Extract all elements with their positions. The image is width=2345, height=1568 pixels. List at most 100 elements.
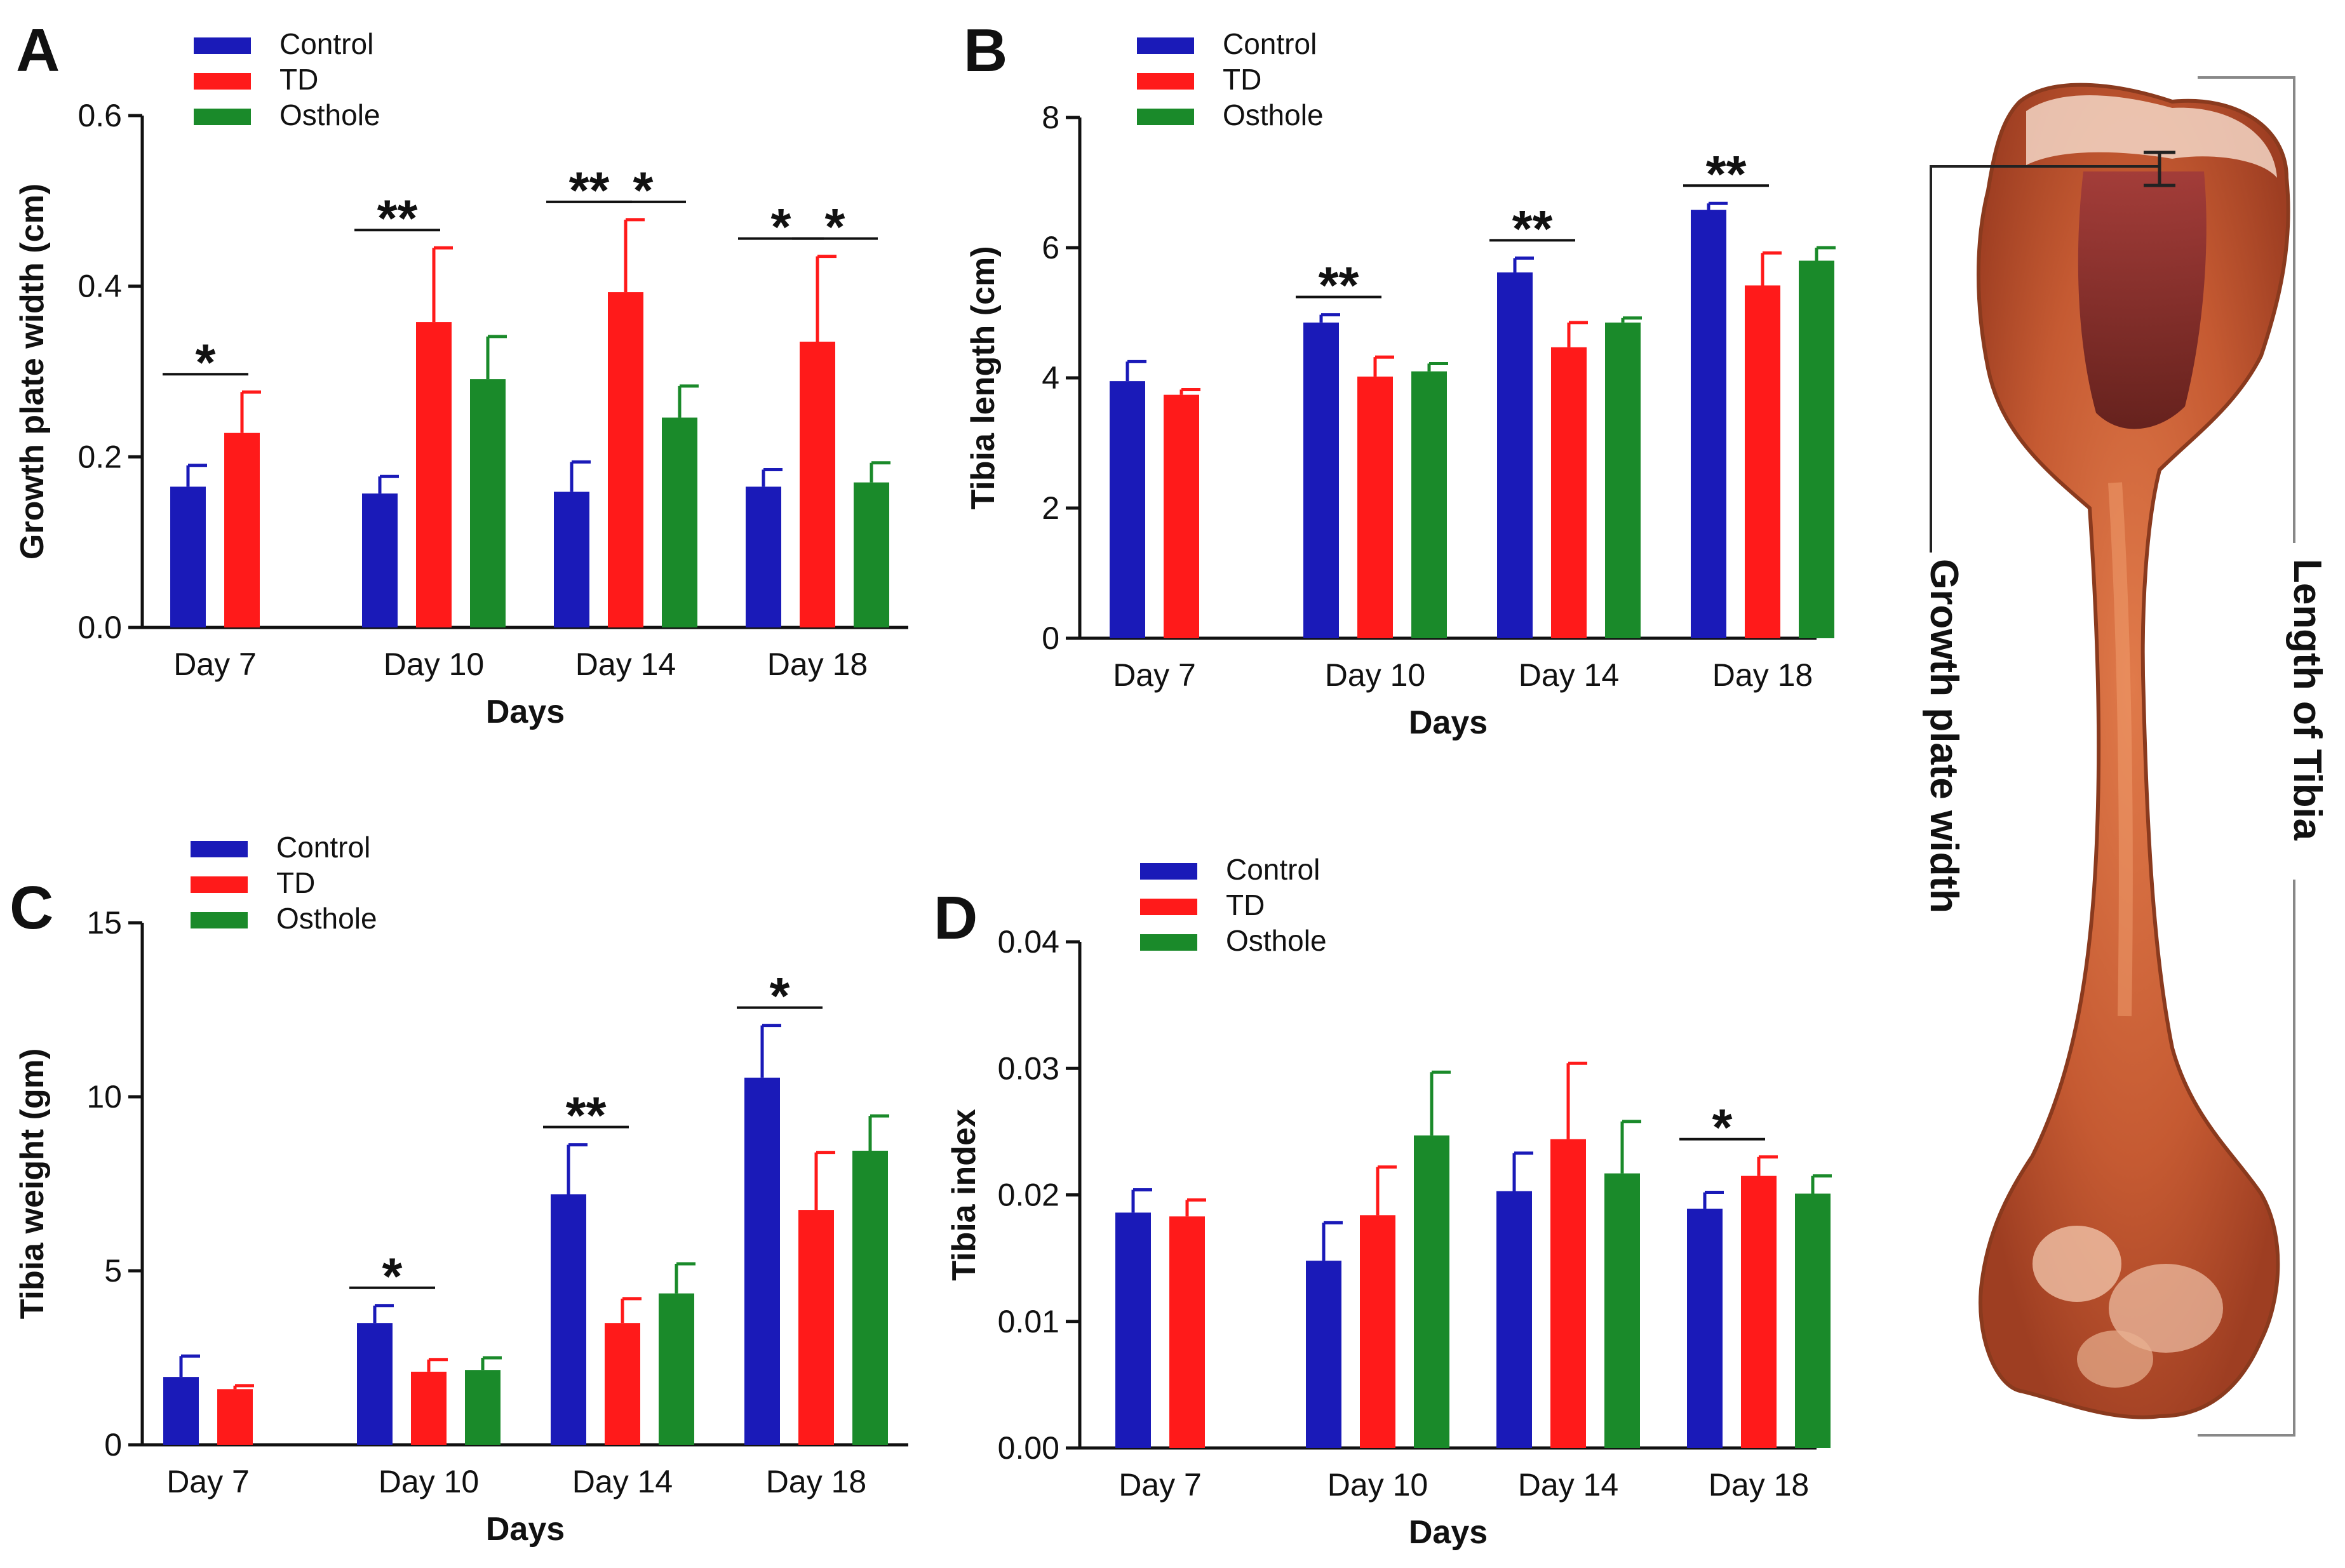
panel-a-bar-control — [746, 486, 781, 627]
panel-a-bar-control — [362, 493, 398, 627]
panel-a-sig-stars: * — [825, 199, 845, 257]
panel-c-legend-label-osthole: Osthole — [276, 902, 377, 935]
panel-d-legend-label-osthole: Osthole — [1226, 924, 1327, 957]
panel-b-ytick-label: 8 — [1042, 100, 1059, 135]
panel-d-bar-td — [1169, 1216, 1205, 1448]
panel-b-ytick-label: 6 — [1042, 230, 1059, 265]
panel-c-bar-osthole — [465, 1370, 501, 1445]
panel-d-legend-label-control: Control — [1226, 853, 1320, 886]
panel-d: D 0.00 0.01 0.02 0.03 0.04 Tibia index Days Cont… — [934, 853, 1832, 1551]
growth-plate-width-label: Growth plate width — [1922, 559, 1966, 913]
panel-d-bar-control — [1115, 1212, 1151, 1448]
panel-d-bar-osthole — [1795, 1193, 1831, 1448]
panel-d-bar-td — [1741, 1176, 1777, 1448]
panel-d-bar-td — [1360, 1215, 1395, 1448]
panel-a-sig-stars: ** — [569, 162, 610, 220]
panel-c-xlabel: Days — [486, 1511, 565, 1548]
panel-a-bar-td — [224, 432, 260, 627]
panel-d-category-label: Day 14 — [1518, 1467, 1618, 1503]
panel-c-ylabel: Tibia weight (gm) — [14, 1049, 51, 1320]
tibia-shaft-highlight — [2108, 482, 2133, 1017]
panel-b-bar-control — [1691, 210, 1726, 638]
panel-a-legend-swatch-td — [194, 73, 251, 90]
panel-d-legend-swatch-control — [1140, 863, 1197, 880]
condyle-center — [2077, 1330, 2153, 1388]
panel-a: A 0.0 0.2 0.4 0.6 Growth plate width (cm) Days… — [14, 17, 908, 730]
panel-d-ytick-label: 0.02 — [998, 1177, 1059, 1213]
tibia-cartilage-cap — [2026, 95, 2277, 178]
panel-b-bar-osthole — [1411, 371, 1447, 638]
panel-a-bar-control — [170, 486, 206, 627]
panel-c-category-label: Day 14 — [572, 1464, 673, 1499]
panel-b-sig-stars: ** — [1319, 257, 1359, 315]
panel-b-legend-label-control: Control — [1223, 27, 1317, 60]
panel-c-sig-stars: * — [382, 1248, 403, 1306]
panel-b-category-label: Day 14 — [1519, 657, 1619, 693]
growth-plate-region — [2078, 171, 2207, 429]
panel-a-ylabel: Growth plate width (cm) — [14, 184, 51, 560]
panel-d-legend-swatch-osthole — [1140, 934, 1197, 951]
panel-b-bar-td — [1745, 285, 1780, 638]
panel-c-bar-control — [744, 1077, 780, 1445]
panel-c-legend-label-control: Control — [276, 831, 370, 864]
panel-a-ytick-label: 0.0 — [77, 610, 122, 645]
panel-c-ytick-label: 5 — [104, 1253, 122, 1289]
panel-a-category-label: Day 18 — [767, 647, 868, 682]
panel-a-sig-stars: * — [196, 334, 216, 392]
panel-b-category-label: Day 18 — [1712, 657, 1813, 693]
panel-a-xlabel: Days — [486, 694, 565, 730]
panel-d-category-label: Day 18 — [1709, 1467, 1809, 1503]
panel-a-ytick-label: 0.6 — [77, 98, 122, 133]
panel-d-bar-osthole — [1414, 1135, 1449, 1448]
panel-c-ytick-label: 15 — [86, 905, 122, 941]
panel-b-bar-td — [1551, 347, 1587, 638]
panel-b-ylabel: Tibia length (cm) — [965, 246, 1002, 509]
panel-a-ytick-label: 0.4 — [77, 269, 122, 304]
tibia-length-bracket-lower — [2198, 880, 2295, 1437]
panel-d-ytick-label: 0.04 — [998, 924, 1059, 960]
panel-b-bar-control — [1110, 381, 1145, 638]
panel-c-bar-control — [357, 1323, 393, 1445]
panel-b-letter: B — [964, 17, 1007, 84]
panel-d-sig-stars: * — [1712, 1099, 1733, 1157]
panel-a-bar-td — [416, 322, 452, 627]
panel-a-ytick-label: 0.2 — [77, 439, 122, 474]
panel-b-legend-swatch-control — [1137, 37, 1194, 54]
panel-c-ytick-label: 0 — [104, 1427, 122, 1463]
panel-a-sig-stars: * — [633, 162, 654, 220]
panel-d-bar-control — [1306, 1261, 1341, 1448]
panel-c-legend-swatch-osthole — [191, 912, 248, 928]
panel-a-bar-td — [800, 341, 835, 627]
panel-a-category-label: Day 7 — [173, 647, 257, 682]
panel-a-legend-swatch-osthole — [194, 109, 251, 125]
panel-a-sig-stars: * — [771, 199, 791, 257]
panel-b-ytick-label: 4 — [1042, 360, 1059, 396]
tibia-length-label: Length of Tibia — [2285, 559, 2329, 841]
tibia-photo: Growth plate width Length of Tibia — [1922, 76, 2329, 1437]
panel-d-legend-label-td: TD — [1226, 888, 1265, 921]
condyle-right — [2109, 1264, 2223, 1353]
panel-c-legend-label-td: TD — [276, 866, 315, 899]
panel-d-ytick-label: 0.01 — [998, 1304, 1059, 1339]
panel-b-legend-swatch-osthole — [1137, 109, 1194, 125]
panel-c-category-label: Day 10 — [379, 1464, 479, 1499]
panel-d-category-label: Day 10 — [1327, 1467, 1428, 1503]
panel-b-category-label: Day 10 — [1325, 657, 1425, 693]
panel-c-bar-td — [217, 1389, 253, 1445]
panel-b-bar-td — [1164, 394, 1199, 638]
panel-d-ytick-label: 0.03 — [998, 1050, 1059, 1086]
panel-a-letter: A — [16, 17, 60, 84]
panel-a-legend-swatch-control — [194, 37, 251, 54]
panel-c-letter: C — [10, 874, 53, 942]
panel-c-legend-swatch-control — [191, 841, 248, 857]
panel-c-bar-td — [411, 1371, 447, 1445]
panel-c-ytick-label: 10 — [86, 1079, 122, 1115]
panel-b-bar-osthole — [1605, 322, 1641, 638]
panel-b-category-label: Day 7 — [1113, 657, 1196, 693]
panel-d-letter: D — [934, 884, 978, 952]
panel-d-bar-osthole — [1604, 1173, 1640, 1448]
panel-c-bar-osthole — [659, 1293, 694, 1445]
panel-a-category-label: Day 14 — [575, 647, 676, 682]
panel-c-bar-osthole — [852, 1150, 888, 1445]
